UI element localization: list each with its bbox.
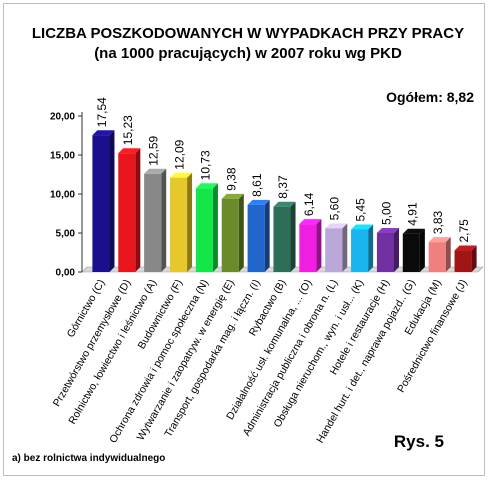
bar	[325, 223, 348, 272]
bar-value-label: 12,09	[173, 139, 187, 169]
y-tick-label: 10,00	[50, 190, 75, 201]
bar-front	[221, 198, 239, 272]
bar-side	[212, 183, 218, 272]
bar-value-label: 5,60	[328, 197, 342, 221]
bar	[221, 193, 244, 272]
bar-value-label: 6,14	[302, 192, 316, 216]
bar-value-label: 10,73	[198, 150, 212, 180]
total-label: Ogółem: 8,82	[386, 89, 474, 105]
bar-front	[402, 233, 420, 272]
y-tick-label: 5,00	[56, 229, 76, 240]
bar-side	[187, 172, 193, 272]
bar-value-label: 8,61	[250, 173, 264, 197]
bar-top	[92, 130, 115, 136]
bar-side	[368, 224, 374, 272]
chart-subtitle: (na 1000 pracujących) w 2007 roku wg PKD	[94, 45, 402, 62]
bar-top	[247, 199, 270, 205]
bar	[402, 228, 425, 272]
bar-side	[316, 219, 322, 272]
bar-value-label: 8,37	[276, 175, 290, 199]
bar-front	[299, 224, 317, 272]
bar-layer	[92, 130, 477, 272]
y-tick-label: 15,00	[50, 151, 75, 162]
bar	[195, 183, 218, 272]
bar-top	[273, 201, 296, 207]
bar-top	[118, 148, 141, 154]
bar-value-label: 15,23	[121, 115, 135, 145]
bar-top	[325, 223, 348, 229]
chart-frame: LICZBA POSZKODOWANYCH W WYPADKACH PRZY P…	[3, 3, 485, 476]
bar-front	[144, 173, 162, 272]
bar-front	[454, 250, 472, 272]
bar-side	[419, 228, 425, 272]
bar-front	[92, 135, 110, 272]
bar-top	[402, 228, 425, 234]
chart-title: LICZBA POSZKODOWANYCH W WYPADKACH PRZY P…	[32, 25, 464, 42]
bar	[247, 199, 270, 272]
bar-top	[351, 224, 374, 230]
bar-side	[264, 199, 270, 272]
bar-side	[342, 223, 348, 272]
bar-front	[325, 228, 343, 272]
bar-front	[195, 188, 213, 272]
bar-side	[135, 148, 141, 272]
bar	[428, 237, 451, 272]
bar-side	[161, 168, 167, 272]
figure-label: Rys. 5	[394, 432, 444, 451]
bar	[351, 224, 374, 272]
bar	[376, 228, 400, 272]
bar-value-label: 12,59	[147, 135, 161, 165]
bar-top	[299, 219, 322, 225]
bar-top	[169, 172, 193, 178]
y-tick-label: 20,00	[50, 112, 75, 123]
bar-front	[273, 206, 291, 272]
bar-chart: LICZBA POSZKODOWANYCH W WYPADKACH PRZY P…	[12, 25, 484, 464]
bar	[92, 130, 115, 272]
bar	[144, 168, 167, 272]
bar-value-label: 4,91	[405, 202, 419, 226]
bar	[299, 219, 322, 272]
bar-top	[144, 168, 167, 174]
bar-front	[169, 177, 188, 272]
bar	[454, 245, 477, 272]
bar-top	[454, 245, 477, 251]
bar-value-label: 9,38	[224, 167, 238, 191]
bar-value-label: 2,75	[457, 219, 471, 243]
bar-value-label: 5,45	[354, 198, 368, 222]
y-tick-label: 0,00	[56, 268, 76, 279]
bar-front	[376, 233, 395, 272]
bar-front	[118, 153, 136, 272]
bar	[169, 172, 193, 272]
bar-top	[221, 193, 244, 199]
bar-top	[376, 228, 400, 233]
bar-value-label: 5,00	[379, 201, 393, 225]
bar-value-label: 3,83	[431, 210, 445, 234]
bar-side	[290, 201, 296, 272]
bar-side	[471, 245, 477, 272]
bar-front	[247, 204, 265, 272]
footnote: a) bez rolnictwa indywidualnego	[12, 453, 165, 464]
bar-side	[238, 193, 244, 272]
bar-front	[428, 242, 446, 272]
bar-value-label: 17,54	[95, 97, 109, 127]
bar	[118, 148, 141, 272]
bar-side	[445, 237, 451, 272]
bar-front	[351, 229, 369, 272]
bar-side	[109, 130, 115, 272]
bar-top	[428, 237, 451, 243]
bar-top	[195, 183, 218, 189]
bar-side	[394, 228, 400, 272]
bar	[273, 201, 296, 272]
